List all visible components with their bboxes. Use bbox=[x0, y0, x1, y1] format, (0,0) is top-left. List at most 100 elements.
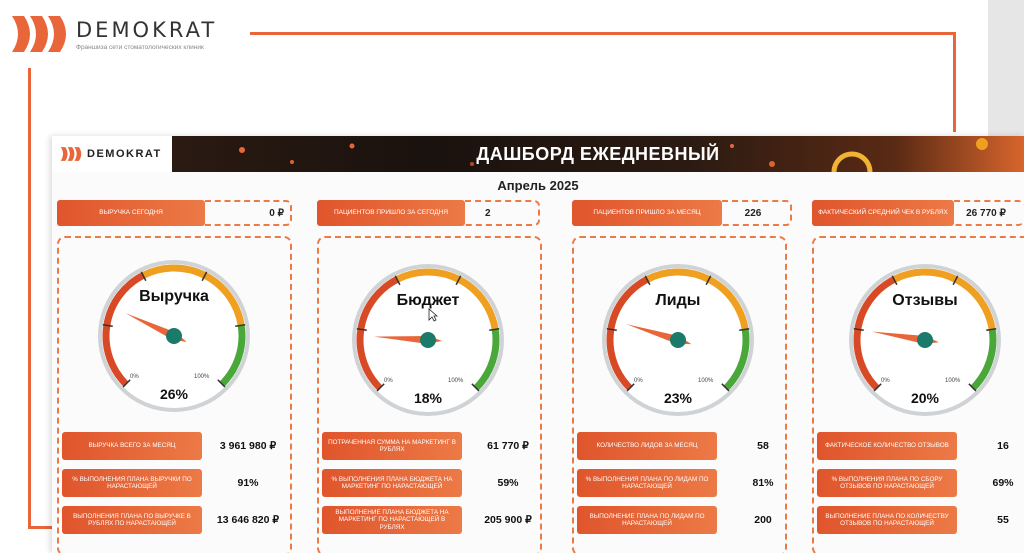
gauge-zone-green bbox=[723, 328, 750, 391]
gauge-percent: 20% bbox=[910, 390, 940, 406]
metric-label: Выручка всего за месяц bbox=[62, 432, 202, 460]
gauge-min-label: 0% bbox=[881, 378, 890, 384]
gauge-hub bbox=[420, 332, 436, 348]
gauge-tick bbox=[102, 323, 113, 328]
gauge-hub bbox=[917, 332, 933, 348]
metric-value: 69% bbox=[992, 477, 1014, 489]
gauge-dial bbox=[849, 264, 1001, 416]
gauge-tick bbox=[644, 275, 651, 286]
gauge-tick bbox=[140, 271, 147, 282]
gauge-tick bbox=[471, 383, 480, 392]
kpi-patients-today: Пациентов пришло за сегодня 2 bbox=[317, 200, 540, 226]
gauge-tick bbox=[986, 327, 997, 332]
top-brand: DEMOKRAT bbox=[76, 17, 218, 42]
gauge-tick bbox=[873, 383, 882, 392]
period-label: Апрель 2025 bbox=[497, 178, 579, 193]
gauge-tick bbox=[952, 275, 959, 286]
gauge-hub bbox=[166, 328, 182, 344]
kpi-value: 0 ₽ bbox=[205, 200, 292, 226]
gauge-tick bbox=[394, 275, 401, 286]
metric-label: Количество лидов за месяц bbox=[577, 432, 717, 460]
metric-label: % выполнения плана выручки по нарастающе… bbox=[62, 469, 202, 497]
demokrat-logo-icon bbox=[60, 147, 82, 161]
kpi-value: 26 770 ₽ bbox=[954, 200, 1024, 226]
dashboard-brand: DEMOKRAT bbox=[87, 148, 162, 160]
dashboard-logo: DEMOKRAT bbox=[52, 136, 172, 172]
metric-value: 81% bbox=[752, 477, 774, 489]
frame-line bbox=[250, 32, 955, 35]
gauge-tick bbox=[968, 383, 977, 392]
gauge-reviews: Отзывы 0% 100% 20% bbox=[845, 260, 1005, 425]
gauge-max-label: 100% bbox=[448, 378, 464, 384]
metric-label: Выполнение плана бюджета на маркетинг по… bbox=[322, 506, 462, 534]
kpi-label: Пациентов пришло за сегодня bbox=[317, 200, 465, 226]
gauge-min-label: 0% bbox=[634, 378, 643, 384]
metric-label: Выполнение плана по лидам по нарастающей bbox=[577, 506, 717, 534]
dashboard-header: DEMOKRAT ДАШБОРД ЕЖЕДНЕВНЫЙ bbox=[52, 136, 1024, 172]
metric-value: 16 bbox=[997, 440, 1009, 452]
gauge-leads: Лиды 0% 100% 23% bbox=[598, 260, 758, 425]
gauge-zone-green bbox=[473, 328, 500, 391]
metric-value: 3 961 980 ₽ bbox=[219, 440, 277, 452]
kpi-value: 2 bbox=[465, 200, 540, 226]
gauge-dial bbox=[602, 264, 754, 416]
gauge-tick bbox=[235, 323, 246, 328]
dashboard-panel: DEMOKRAT ДАШБОРД ЕЖЕДНЕВНЫЙ Апрель 2025 … bbox=[52, 136, 1024, 553]
gauge-dial bbox=[352, 264, 504, 416]
gauge-tick bbox=[739, 327, 750, 332]
metric-label: % выполнения плана бюджета на маркетинг … bbox=[322, 469, 462, 497]
metric-value: 61 770 ₽ bbox=[487, 440, 529, 452]
kpi-value: 226 bbox=[722, 200, 792, 226]
gauge-tick bbox=[626, 383, 635, 392]
kpi-avg-check: Фактический средний чек в рублях 26 770 … bbox=[812, 200, 1024, 226]
demokrat-logo-icon bbox=[12, 16, 66, 52]
metric-label: % выполнения плана по лидам по нарастающ… bbox=[577, 469, 717, 497]
metric-value: 13 646 820 ₽ bbox=[216, 514, 280, 526]
gauge-revenue: Выручка 0% 100% 26% bbox=[94, 256, 254, 421]
gauge-tick bbox=[201, 271, 208, 282]
gauge-tick bbox=[217, 379, 226, 388]
gauge-max-label: 100% bbox=[698, 378, 714, 384]
frame-line bbox=[28, 526, 52, 529]
gauge-tick bbox=[455, 275, 462, 286]
metric-label: % выполнения плана по сбору отзывов по н… bbox=[817, 469, 957, 497]
kpi-label: Выручка сегодня bbox=[57, 200, 205, 226]
gauge-tick bbox=[891, 275, 898, 286]
gauge-title: Отзывы bbox=[892, 292, 958, 309]
kpi-patients-month: Пациентов пришло за месяц 226 bbox=[572, 200, 792, 226]
card-leads bbox=[572, 236, 787, 553]
gauge-title: Выручка bbox=[139, 288, 209, 305]
gauge-title: Бюджет bbox=[396, 292, 460, 309]
gauge-percent: 18% bbox=[413, 390, 443, 406]
banner-decoration bbox=[239, 138, 988, 172]
gauge-percent: 26% bbox=[159, 386, 189, 402]
gauge-percent: 23% bbox=[663, 390, 693, 406]
gauge-min-label: 0% bbox=[130, 374, 139, 380]
mouse-cursor-icon bbox=[428, 308, 438, 322]
metric-label: Потраченная сумма на маркетинг в рублях bbox=[322, 432, 462, 460]
kpi-revenue-today: Выручка сегодня 0 ₽ bbox=[57, 200, 292, 226]
gauge-dial bbox=[98, 260, 250, 412]
metric-label: Выполнения плана по выручке в рублях по … bbox=[62, 506, 202, 534]
frame-line bbox=[28, 68, 31, 528]
kpi-label: Фактический средний чек в рублях bbox=[812, 200, 954, 226]
gauge-tick bbox=[705, 275, 712, 286]
gauge-max-label: 100% bbox=[945, 378, 961, 384]
gauge-max-label: 100% bbox=[194, 374, 210, 380]
gauge-tick bbox=[721, 383, 730, 392]
gauge-zone-green bbox=[219, 324, 246, 387]
gauge-budget: Бюджет 0% 100% 18% bbox=[348, 260, 508, 425]
card-revenue bbox=[57, 236, 292, 553]
gauge-zone-green bbox=[970, 328, 997, 391]
gauge-tick bbox=[376, 383, 385, 392]
frame-line bbox=[953, 32, 956, 132]
card-budget bbox=[317, 236, 542, 553]
gauge-hub bbox=[670, 332, 686, 348]
metric-label: Фактическое количество отзывов bbox=[817, 432, 957, 460]
top-logo: DEMOKRAT Франшиза сети стоматологических… bbox=[10, 14, 217, 54]
metric-label: Выполнение плана по количеству отзывов п… bbox=[817, 506, 957, 534]
gauge-min-label: 0% bbox=[384, 378, 393, 384]
top-subtitle: Франшиза сети стоматологических клиник bbox=[76, 43, 204, 51]
metric-value: 58 bbox=[757, 440, 769, 452]
gauge-tick bbox=[606, 327, 617, 332]
